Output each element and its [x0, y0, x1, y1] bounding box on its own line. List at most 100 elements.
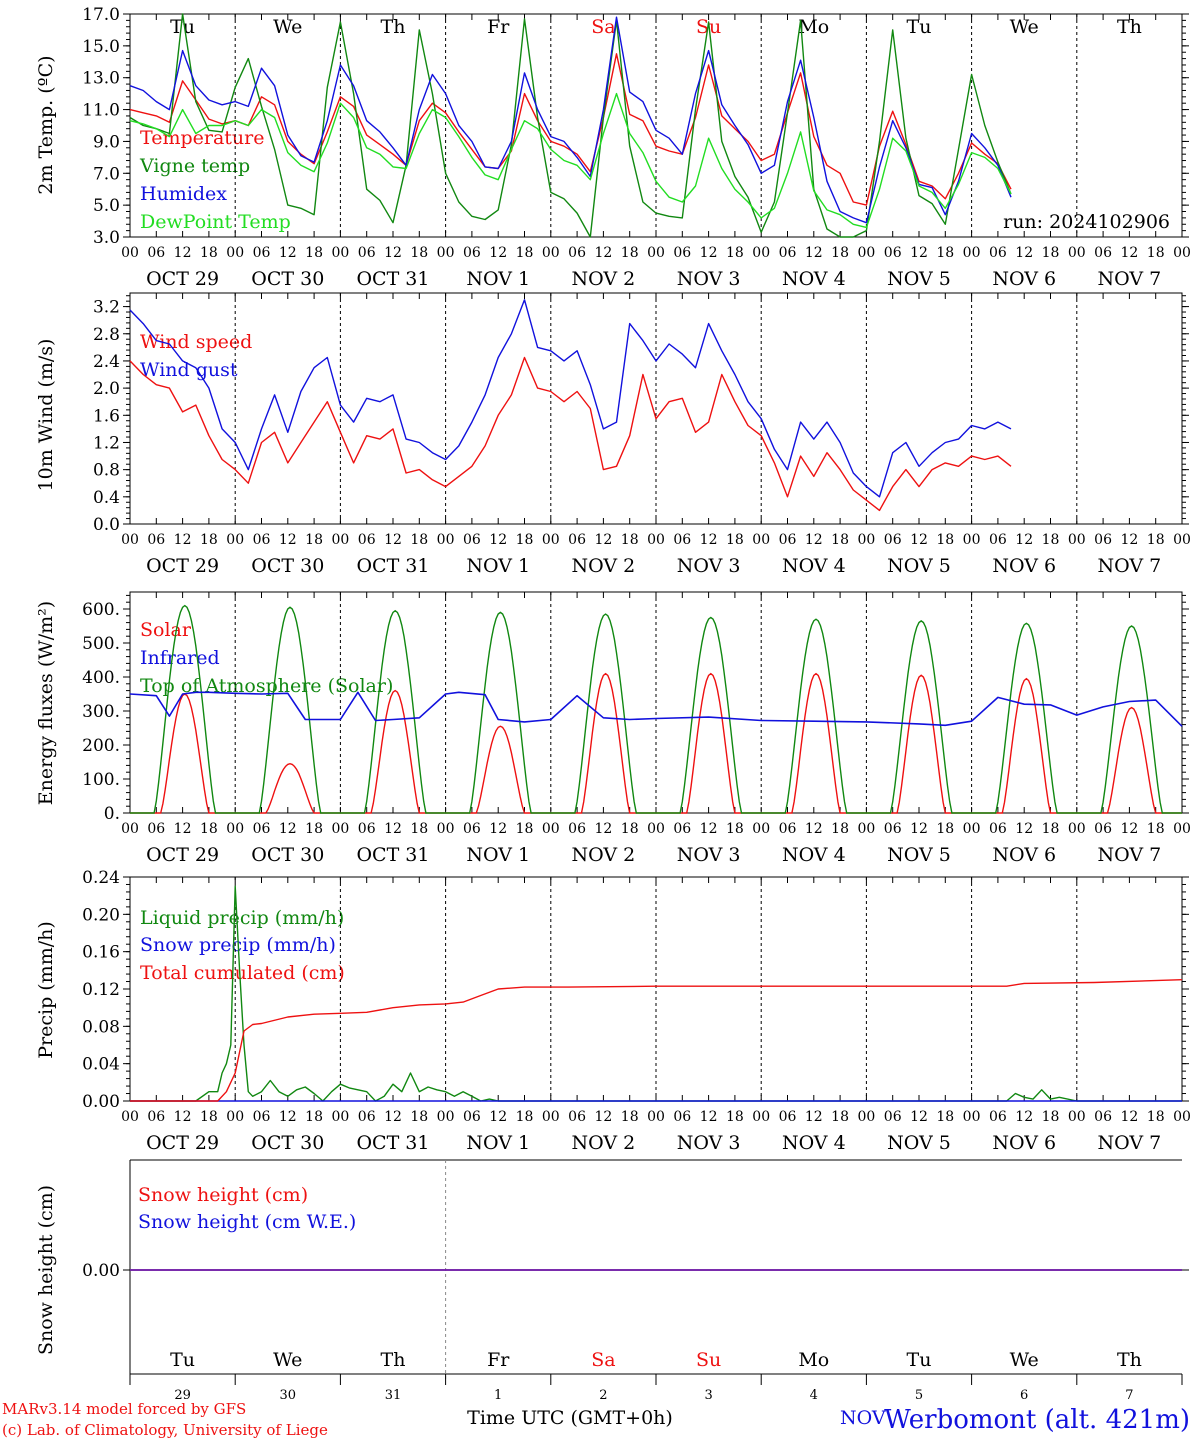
x-hour-label: 06: [253, 821, 271, 837]
y-tick-label: 1.2: [93, 433, 120, 453]
x-hour-label: 18: [726, 1109, 744, 1125]
x-hour-label: 06: [989, 821, 1007, 837]
x-hour-label: 12: [384, 245, 402, 261]
x-hour-label: 06: [568, 821, 586, 837]
x-hour-label: 12: [489, 532, 507, 548]
day-number-label: 5: [915, 1388, 923, 1403]
x-hour-label: 18: [1042, 821, 1060, 837]
x-hour-label: 18: [936, 821, 954, 837]
x-hour-label: 00: [331, 821, 349, 837]
x-date-label: OCT 31: [356, 1132, 429, 1154]
series-wind-gust: [129, 299, 1012, 498]
x-hour-label: 12: [700, 532, 718, 548]
y-tick-label: 0.0: [93, 515, 120, 535]
weekday-label: Th: [381, 1349, 406, 1371]
x-date-label: NOV 4: [782, 844, 846, 866]
y-tick-label: 3.2: [93, 298, 120, 318]
x-hour-label: 06: [358, 821, 376, 837]
x-hour-label: 12: [384, 532, 402, 548]
series-dewpoint-temp: [129, 92, 1012, 229]
series-wind-speed: [129, 356, 1012, 512]
x-hour-label: 12: [1015, 1109, 1033, 1125]
x-hour-label: 12: [1015, 245, 1033, 261]
weekday-label: Fr: [487, 1349, 510, 1371]
x-hour-label: 00: [437, 821, 455, 837]
series-vigne-temp: [129, 13, 1012, 238]
x-hour-label: 00: [542, 532, 560, 548]
x-date-label: NOV 2: [572, 268, 636, 290]
x-date-label: NOV 5: [887, 844, 951, 866]
x-hour-label: 18: [1147, 532, 1165, 548]
x-date-label: NOV 2: [572, 555, 636, 577]
weekday-label: Tu: [170, 1349, 195, 1371]
x-hour-label: 06: [358, 1109, 376, 1125]
x-date-label: NOV 6: [992, 1132, 1056, 1154]
weekday-label: We: [1010, 1349, 1039, 1371]
x-hour-label: 12: [174, 245, 192, 261]
x-hour-label: 12: [1120, 532, 1138, 548]
x-hour-label: 12: [1120, 245, 1138, 261]
x-hour-label: 18: [621, 1109, 639, 1125]
weekday-label: Mo: [798, 16, 829, 38]
temperature-legend-4: DewPoint Temp: [140, 211, 291, 233]
x-date-label: OCT 29: [146, 844, 219, 866]
x-date-label: OCT 31: [356, 555, 429, 577]
overlap-nov-label: NOV: [840, 1407, 886, 1429]
day-number-label: 1: [494, 1388, 502, 1403]
x-hour-label: 00: [121, 532, 139, 548]
series-humidex: [129, 16, 1012, 224]
x-hour-label: 18: [410, 821, 428, 837]
y-tick-label: 9.0: [93, 132, 120, 152]
y-tick-label: 300.: [82, 702, 120, 722]
x-date-label: OCT 30: [251, 555, 324, 577]
y-tick-label: 7.0: [93, 164, 120, 184]
x-hour-label: 00: [121, 821, 139, 837]
x-date-label: NOV 5: [887, 268, 951, 290]
x-hour-label: 12: [384, 1109, 402, 1125]
x-hour-label: 06: [1094, 1109, 1112, 1125]
day-number-label: 31: [385, 1388, 402, 1403]
x-hour-label: 06: [463, 245, 481, 261]
x-hour-label: 00: [226, 245, 244, 261]
x-hour-label: 18: [516, 1109, 534, 1125]
y-tick-label: 15.0: [82, 37, 120, 57]
x-hour-label: 06: [673, 245, 691, 261]
x-hour-label: 00: [1068, 1109, 1086, 1125]
x-hour-label: 12: [489, 821, 507, 837]
y-tick-label: 0.20: [82, 905, 120, 925]
x-date-label: NOV 2: [572, 1132, 636, 1154]
x-hour-label: 18: [831, 245, 849, 261]
x-date-label: NOV 5: [887, 1132, 951, 1154]
weekday-label: Sa: [591, 1349, 615, 1371]
snow-legend-1: Snow height (cm): [138, 1184, 308, 1206]
x-hour-label: 00: [963, 532, 981, 548]
x-hour-label: 06: [463, 1109, 481, 1125]
x-hour-label: 06: [1094, 245, 1112, 261]
x-hour-label: 00: [542, 1109, 560, 1125]
x-hour-label: 12: [1120, 1109, 1138, 1125]
x-hour-label: 06: [884, 245, 902, 261]
x-hour-label: 12: [910, 1109, 928, 1125]
x-hour-label: 12: [805, 245, 823, 261]
x-date-label: NOV 7: [1098, 268, 1162, 290]
weekday-label: We: [273, 16, 302, 38]
x-hour-label: 00: [121, 1109, 139, 1125]
x-date-label: NOV 6: [992, 555, 1056, 577]
y-tick-label: 200.: [82, 736, 120, 756]
x-hour-label: 06: [1094, 532, 1112, 548]
x-hour-label: 12: [279, 532, 297, 548]
x-hour-label: 00: [331, 245, 349, 261]
weekday-label: Th: [1117, 1349, 1142, 1371]
x-hour-label: 18: [516, 821, 534, 837]
x-hour-label: 12: [805, 1109, 823, 1125]
x-date-label: OCT 30: [251, 268, 324, 290]
x-date-label: NOV 7: [1098, 844, 1162, 866]
x-hour-label: 12: [594, 821, 612, 837]
x-hour-label: 18: [1042, 532, 1060, 548]
x-hour-label: 18: [200, 1109, 218, 1125]
x-hour-label: 18: [1147, 821, 1165, 837]
x-hour-label: 12: [1015, 821, 1033, 837]
y-tick-label: 0.24: [82, 868, 120, 888]
energy-panel: Energy fluxes (W/m²) Solar Infrared Top …: [35, 591, 1191, 866]
